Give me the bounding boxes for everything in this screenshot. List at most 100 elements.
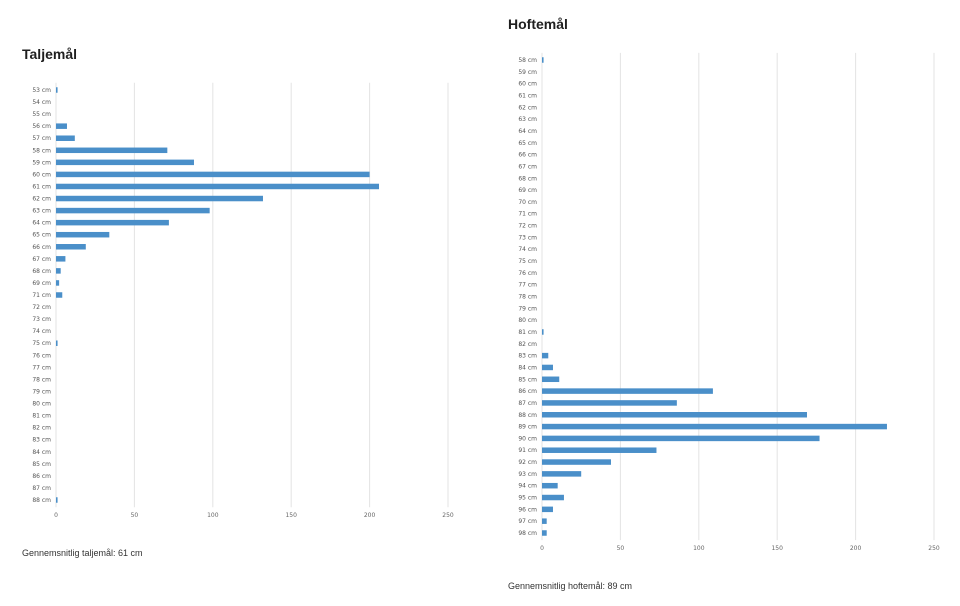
waist-bar	[56, 135, 75, 141]
hip-bar	[542, 57, 544, 63]
waist-category-label: 79 cm	[32, 388, 51, 395]
hip-bar	[542, 494, 564, 501]
waist-bar	[56, 268, 61, 274]
hip-category-label: 82 cm	[518, 341, 537, 348]
hip-category-label: 83 cm	[518, 353, 537, 360]
hip-bar	[542, 412, 807, 418]
waist-x-tick-label: 150	[285, 512, 297, 519]
hip-category-label: 73 cm	[518, 234, 537, 241]
waist-chart: 0 50 100 150 200 250 53 cm 54 cm 55 cm 56 cm 57 cm…	[32, 82, 454, 519]
waist-category-label: 87 cm	[32, 485, 51, 492]
waist-category-label: 77 cm	[32, 364, 51, 371]
hip-category-label: 63 cm	[518, 116, 537, 123]
hip-x-tick-label: 250	[928, 545, 940, 552]
waist-category-label: 82 cm	[32, 425, 51, 432]
waist-category-label: 81 cm	[32, 413, 51, 420]
waist-bar	[56, 171, 370, 178]
hip-category-label: 62 cm	[518, 104, 537, 111]
waist-category-label: 80 cm	[32, 401, 51, 408]
waist-bar	[56, 183, 380, 190]
hip-chart: 0 50 100 150 200 250 58 cm 59 cm 60 cm 61 cm 62 cm…	[518, 52, 940, 552]
waist-bar	[56, 340, 58, 346]
hip-bar	[542, 352, 549, 359]
waist-category-label: 71 cm	[32, 292, 51, 299]
hip-category-label: 72 cm	[518, 223, 537, 230]
hip-category-label: 84 cm	[518, 364, 537, 371]
waist-category-label: 78 cm	[32, 376, 51, 383]
hip-category-label: 65 cm	[518, 140, 537, 147]
hip-bar	[542, 530, 547, 536]
waist-category-label: 86 cm	[32, 473, 51, 480]
hip-chart-title: Hoftemål	[508, 16, 568, 32]
waist-category-label: 75 cm	[32, 340, 51, 347]
waist-bar	[56, 292, 63, 298]
waist-bar	[56, 497, 58, 503]
hip-category-label: 76 cm	[518, 270, 537, 277]
hip-bar	[542, 471, 582, 477]
waist-bar	[56, 159, 194, 166]
waist-bar	[56, 195, 263, 202]
hip-category-label: 75 cm	[518, 258, 537, 265]
waist-bar	[56, 231, 110, 238]
hip-bar	[542, 388, 713, 394]
waist-category-label: 69 cm	[32, 280, 51, 287]
hip-category-label: 61 cm	[518, 92, 537, 99]
hip-category-label: 96 cm	[518, 506, 537, 513]
hip-category-label: 87 cm	[518, 400, 537, 407]
waist-chart-panel: Taljemål 0 50 100 150 200 250 53 cm 54 cm 55 cm 5…	[0, 0, 470, 606]
waist-category-label: 68 cm	[32, 268, 51, 275]
waist-x-tick-label: 50	[131, 512, 139, 519]
hip-bar	[542, 364, 553, 371]
waist-category-label: 64 cm	[32, 220, 51, 227]
hip-category-label: 67 cm	[518, 163, 537, 170]
hip-bar	[542, 482, 558, 489]
hip-x-tick-label: 150	[771, 545, 783, 552]
waist-x-tick-label: 100	[207, 512, 219, 519]
hip-category-label: 86 cm	[518, 388, 537, 395]
hip-bar	[542, 423, 887, 430]
waist-chart-title: Taljemål	[22, 46, 77, 62]
waist-category-label: 74 cm	[32, 328, 51, 335]
hip-category-label: 60 cm	[518, 81, 537, 88]
hip-average-text: Gennemsnitlig hoftemål: 89 cm	[508, 581, 633, 591]
hip-x-tick-label: 0	[540, 545, 544, 552]
hip-category-label: 91 cm	[518, 447, 537, 454]
waist-x-tick-label: 0	[54, 512, 58, 519]
hip-category-label: 88 cm	[518, 412, 537, 419]
hip-category-label: 95 cm	[518, 495, 537, 502]
hip-category-label: 80 cm	[518, 317, 537, 324]
hip-category-label: 71 cm	[518, 211, 537, 218]
hip-bar	[542, 400, 677, 406]
waist-category-label: 57 cm	[32, 135, 51, 142]
waist-category-label: 76 cm	[32, 352, 51, 359]
hip-category-label: 94 cm	[518, 483, 537, 490]
hip-bar	[542, 447, 657, 453]
hip-category-label: 93 cm	[518, 471, 537, 478]
waist-category-label: 63 cm	[32, 208, 51, 215]
hip-x-tick-label: 100	[693, 545, 705, 552]
hip-bar	[542, 518, 547, 524]
hip-category-label: 81 cm	[518, 329, 537, 336]
hip-x-tick-label: 200	[850, 545, 862, 552]
waist-category-label: 88 cm	[32, 497, 51, 504]
hip-bar	[542, 435, 820, 442]
hip-category-label: 58 cm	[518, 57, 537, 64]
hip-chart-panel: Hoftemål 0 50 100 150 200 250 58 cm 59 cm 60 cm 6…	[480, 0, 950, 606]
hip-category-label: 85 cm	[518, 376, 537, 383]
waist-bar	[56, 244, 86, 250]
waist-category-label: 66 cm	[32, 244, 51, 251]
hip-category-label: 89 cm	[518, 424, 537, 431]
hip-category-label: 74 cm	[518, 246, 537, 253]
hip-bar	[542, 459, 611, 465]
hip-category-label: 79 cm	[518, 305, 537, 312]
waist-category-label: 54 cm	[32, 99, 51, 106]
waist-bar	[56, 123, 67, 129]
waist-bar	[56, 280, 60, 286]
waist-category-label: 53 cm	[32, 87, 51, 94]
waist-category-label: 85 cm	[32, 461, 51, 468]
hip-category-label: 66 cm	[518, 152, 537, 159]
waist-category-label: 65 cm	[32, 232, 51, 239]
waist-category-label: 55 cm	[32, 111, 51, 118]
hip-category-label: 92 cm	[518, 459, 537, 466]
hip-category-label: 77 cm	[518, 282, 537, 289]
